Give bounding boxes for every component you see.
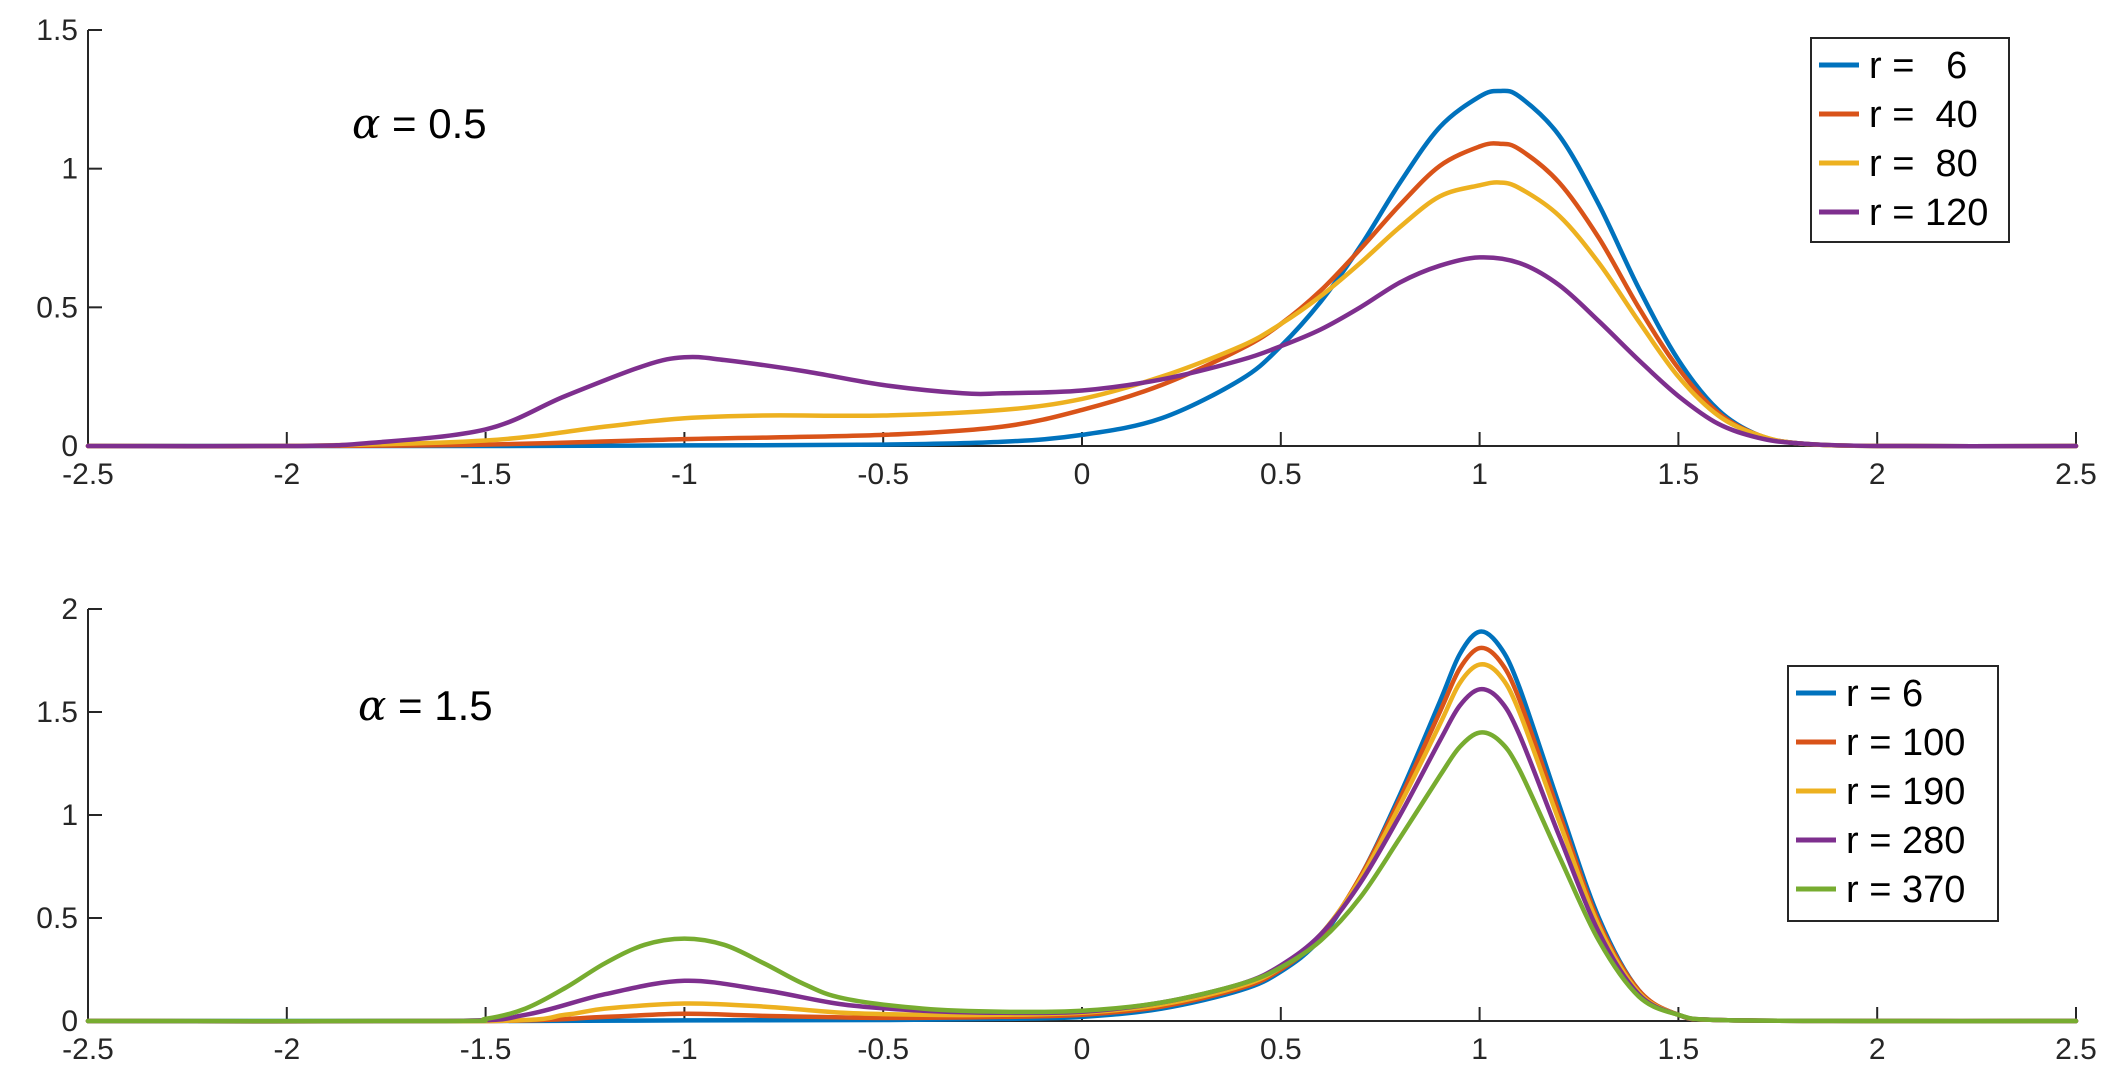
top-series-line-3 [85, 180, 2079, 449]
top-xtick-label: -2 [273, 458, 300, 491]
top-series-line-4 [85, 255, 2079, 449]
top-legend-label-2: r = 40 [1869, 94, 1978, 136]
bottom-series-line-5 [85, 730, 2079, 1024]
top-ytick-label: 0.5 [36, 291, 78, 324]
top-xtick-label: 1 [1471, 458, 1488, 491]
top-ytick-label: 1.5 [36, 14, 78, 47]
top-xtick-label: 0.5 [1260, 458, 1302, 491]
top-xtick-label: -1.5 [460, 458, 512, 491]
bottom-xtick-label: 0.5 [1260, 1033, 1302, 1066]
top-xtick-label: 2 [1869, 458, 1886, 491]
bottom-ytick-label: 1.5 [36, 696, 78, 729]
bottom-xtick-label: -2.5 [62, 1033, 114, 1066]
top-ticks: -2.5 -2 -1.5 -1 -0.5 0 0.5 1 1.5 2 2.5 0 0.5 1 1.5 [36, 14, 2097, 491]
top-legend: r = 6 r = 40 r = 80 r = 120 [1810, 37, 2010, 243]
top-legend-label-4: r = 120 [1869, 192, 1988, 234]
top-alpha-symbol: α [352, 99, 380, 148]
bottom-xtick-label: 2 [1869, 1033, 1886, 1066]
top-alpha-value: = 0.5 [380, 100, 486, 147]
top-xtick-label: -1 [671, 458, 698, 491]
top-xtick-label: -0.5 [857, 458, 909, 491]
top-series [85, 88, 2079, 449]
bottom-legend-label-2: r = 100 [1846, 722, 1965, 764]
bottom-xtick-label: -1 [671, 1033, 698, 1066]
bottom-legend-label-4: r = 280 [1846, 820, 1965, 862]
bottom-xtick-label: 0 [1074, 1033, 1091, 1066]
chart-bottom: -2.5 -2 -1.5 -1 -0.5 0 0.5 1 1.5 2 2.5 0 0.5 1 1.5 2 α … [36, 593, 2097, 1066]
bottom-ytick-label: 2 [61, 593, 78, 626]
top-xtick-label: -2.5 [62, 458, 114, 491]
bottom-alpha-annotation: α = 1.5 [358, 681, 493, 730]
bottom-xtick-label: -0.5 [857, 1033, 909, 1066]
top-legend-box [1810, 37, 2010, 243]
bottom-xtick-label: 1.5 [1658, 1033, 1700, 1066]
bottom-ytick-label: 0.5 [36, 902, 78, 935]
bottom-legend-label-3: r = 190 [1846, 771, 1965, 813]
top-legend-label-1: r = 6 [1869, 45, 1967, 87]
bottom-xtick-label: 1 [1471, 1033, 1488, 1066]
bottom-legend-label-1: r = 6 [1846, 673, 1923, 715]
bottom-alpha-value: = 1.5 [386, 682, 492, 729]
bottom-xtick-label: 2.5 [2055, 1033, 2097, 1066]
bottom-legend-label-5: r = 370 [1846, 869, 1965, 911]
bottom-xtick-label: -1.5 [460, 1033, 512, 1066]
top-xtick-label: 2.5 [2055, 458, 2097, 491]
top-alpha-annotation: α = 0.5 [352, 99, 487, 148]
top-ytick-label: 1 [61, 153, 78, 186]
top-xtick-label: 0 [1074, 458, 1091, 491]
bottom-series-line-4 [85, 686, 2079, 1024]
bottom-ytick-label: 1 [61, 799, 78, 832]
top-series-line-2 [85, 141, 2079, 449]
top-xtick-label: 1.5 [1658, 458, 1700, 491]
bottom-xtick-label: -2 [273, 1033, 300, 1066]
bottom-alpha-symbol: α [358, 681, 386, 730]
bottom-series [85, 629, 2079, 1024]
bottom-legend: r = 6 r = 100 r = 190 r = 280 r = 370 [1787, 665, 1999, 922]
chart-top: -2.5 -2 -1.5 -1 -0.5 0 0.5 1 1.5 2 2.5 0 0.5 1 1.5 α =… [36, 14, 2097, 491]
top-legend-label-3: r = 80 [1869, 143, 1978, 185]
top-ytick-label: 0 [61, 430, 78, 463]
bottom-ytick-label: 0 [61, 1005, 78, 1038]
top-series-line-1 [85, 88, 2079, 449]
